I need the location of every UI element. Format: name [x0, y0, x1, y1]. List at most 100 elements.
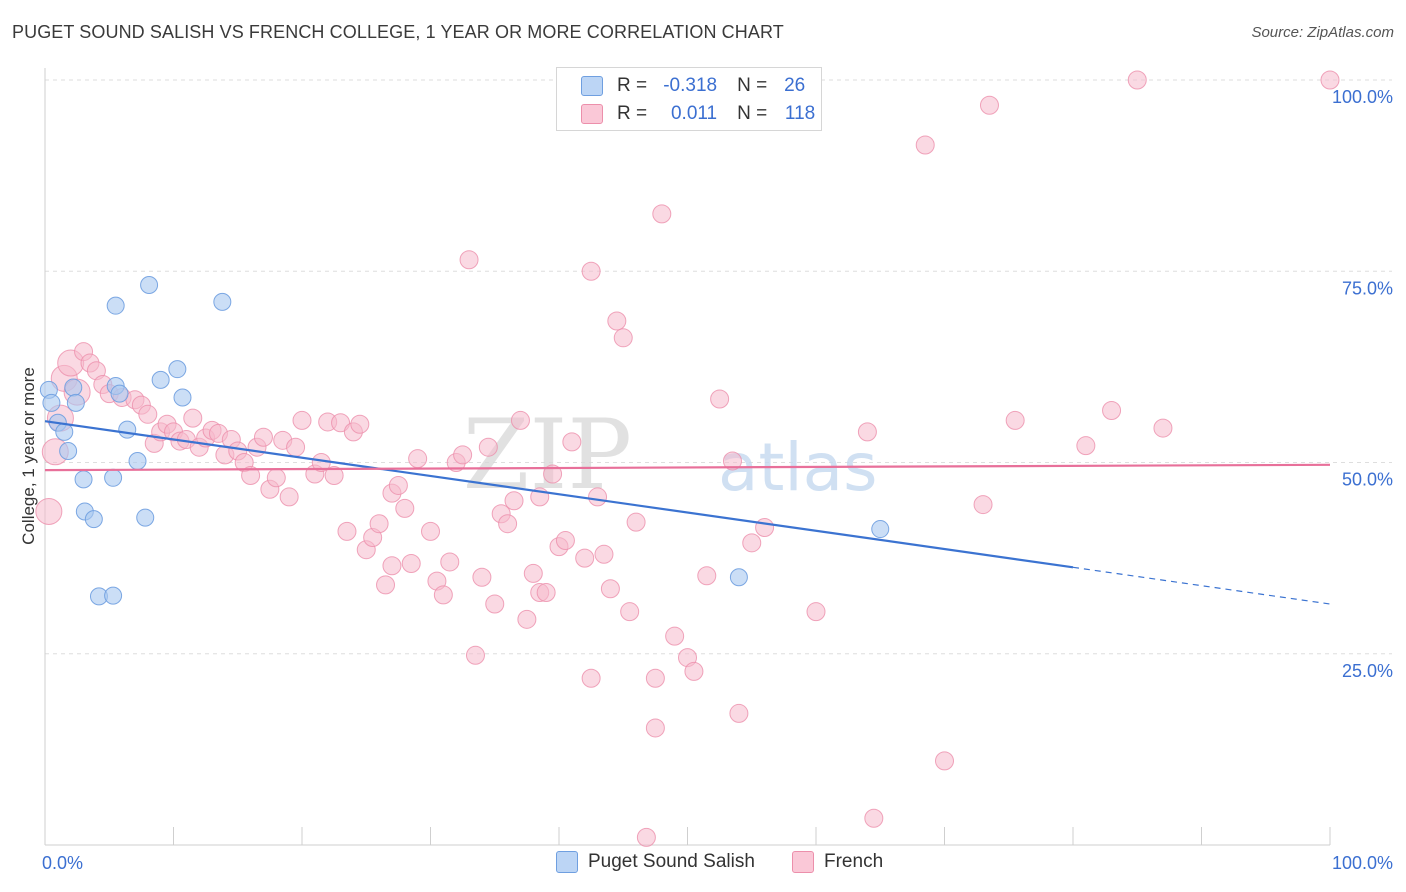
- trend-lines: [44, 420, 1331, 605]
- french-point: [241, 466, 261, 486]
- french-point: [864, 808, 884, 828]
- french-point: [376, 575, 396, 595]
- legend-r-value: 0.011: [670, 103, 718, 124]
- y-tick-label: 25.0%: [1342, 661, 1393, 681]
- french-point: [1005, 410, 1025, 430]
- french-point: [588, 487, 608, 507]
- source-credit: Source: ZipAtlas.com: [1251, 24, 1394, 41]
- correlation-legend: R = -0.318 N = 26 R = 0.011 N = 118: [556, 67, 822, 131]
- x-tick-label: 0.0%: [42, 853, 83, 873]
- legend-r-label: R =: [617, 103, 648, 124]
- salish-trend-extension: [1072, 566, 1331, 605]
- french-point: [620, 602, 640, 622]
- french-point: [440, 552, 460, 572]
- french-point: [607, 311, 627, 331]
- y-tick-label: 75.0%: [1342, 278, 1393, 298]
- french-point: [857, 422, 877, 442]
- french-point: [722, 451, 742, 471]
- french-point: [1102, 400, 1122, 420]
- french-point: [337, 521, 357, 541]
- french-point: [485, 594, 505, 614]
- french-point: [645, 668, 665, 688]
- french-point: [973, 495, 993, 515]
- series-label-salish: Puget Sound Salish: [588, 851, 755, 872]
- series-puget-sound-salish: [39, 276, 890, 606]
- y-axis-label: College, 1 year or more: [19, 367, 38, 545]
- series-legend-french: French: [792, 851, 883, 873]
- french-point: [453, 445, 473, 465]
- salish-point: [59, 442, 78, 461]
- french-point: [636, 827, 656, 847]
- legend-r-value: -0.318: [663, 75, 718, 96]
- legend-swatch-pink: [581, 104, 603, 124]
- french-point: [286, 437, 306, 457]
- french-point: [504, 491, 524, 511]
- french-point: [35, 497, 63, 525]
- legend-swatch-blue: [581, 76, 603, 96]
- french-point: [729, 703, 749, 723]
- salish-point: [168, 360, 187, 379]
- french-point: [575, 548, 595, 568]
- french-point: [401, 553, 421, 573]
- french-point: [1320, 70, 1340, 90]
- french-point: [266, 468, 286, 488]
- french-point: [1127, 70, 1147, 90]
- salish-point: [55, 422, 74, 441]
- french-point: [594, 544, 614, 564]
- salish-point: [151, 370, 170, 389]
- salish-point: [128, 451, 147, 470]
- french-point: [697, 566, 717, 586]
- series-label-french: French: [824, 851, 884, 872]
- french-point: [1153, 418, 1173, 438]
- salish-point: [140, 276, 159, 295]
- salish-point: [64, 378, 83, 397]
- french-point: [626, 512, 646, 532]
- salish-point: [74, 470, 93, 489]
- french-point: [421, 521, 440, 541]
- french-point: [652, 204, 672, 224]
- legend-n-value: 26: [784, 75, 806, 96]
- french-point: [1076, 436, 1096, 456]
- french-point: [253, 427, 273, 447]
- french-point: [665, 626, 685, 646]
- french-point: [510, 410, 530, 430]
- french-point: [183, 408, 203, 428]
- gridlines: [45, 79, 1392, 655]
- french-point: [395, 498, 415, 518]
- french-point: [324, 466, 344, 486]
- legend-r-label: R =: [617, 75, 648, 96]
- french-point: [433, 585, 453, 605]
- french-point: [562, 432, 582, 452]
- french-point: [523, 563, 543, 583]
- salish-point: [66, 393, 85, 412]
- french-trend-line: [44, 463, 1331, 472]
- french-point: [292, 410, 312, 430]
- french-point: [536, 583, 556, 603]
- tick-labels: 25.0% 50.0% 75.0% 100.0% 0.0% 100.0%: [42, 87, 1393, 873]
- french-point: [478, 437, 498, 457]
- french-point: [555, 531, 575, 551]
- salish-point: [729, 568, 748, 587]
- salish-point: [136, 508, 155, 527]
- chart-title: PUGET SOUND SALISH VS FRENCH COLLEGE, 1 …: [12, 22, 784, 42]
- french-point: [600, 579, 620, 599]
- salish-point: [871, 520, 890, 539]
- french-point: [581, 261, 601, 281]
- french-point: [138, 404, 158, 424]
- legend-row-french: R = 0.011 N = 118: [581, 101, 815, 127]
- y-tick-label: 100.0%: [1332, 87, 1393, 107]
- french-point: [613, 328, 633, 348]
- legend-n-value: 118: [784, 103, 816, 124]
- salish-point: [118, 420, 137, 439]
- french-point: [979, 95, 999, 115]
- french-point: [382, 556, 402, 576]
- french-point: [369, 514, 389, 534]
- french-point: [465, 645, 485, 665]
- french-point: [581, 668, 601, 688]
- salish-point: [42, 393, 61, 412]
- x-tick-label: 100.0%: [1332, 853, 1393, 873]
- legend-n-label: N =: [737, 103, 768, 124]
- french-point: [498, 514, 518, 534]
- series-french: [35, 70, 1340, 847]
